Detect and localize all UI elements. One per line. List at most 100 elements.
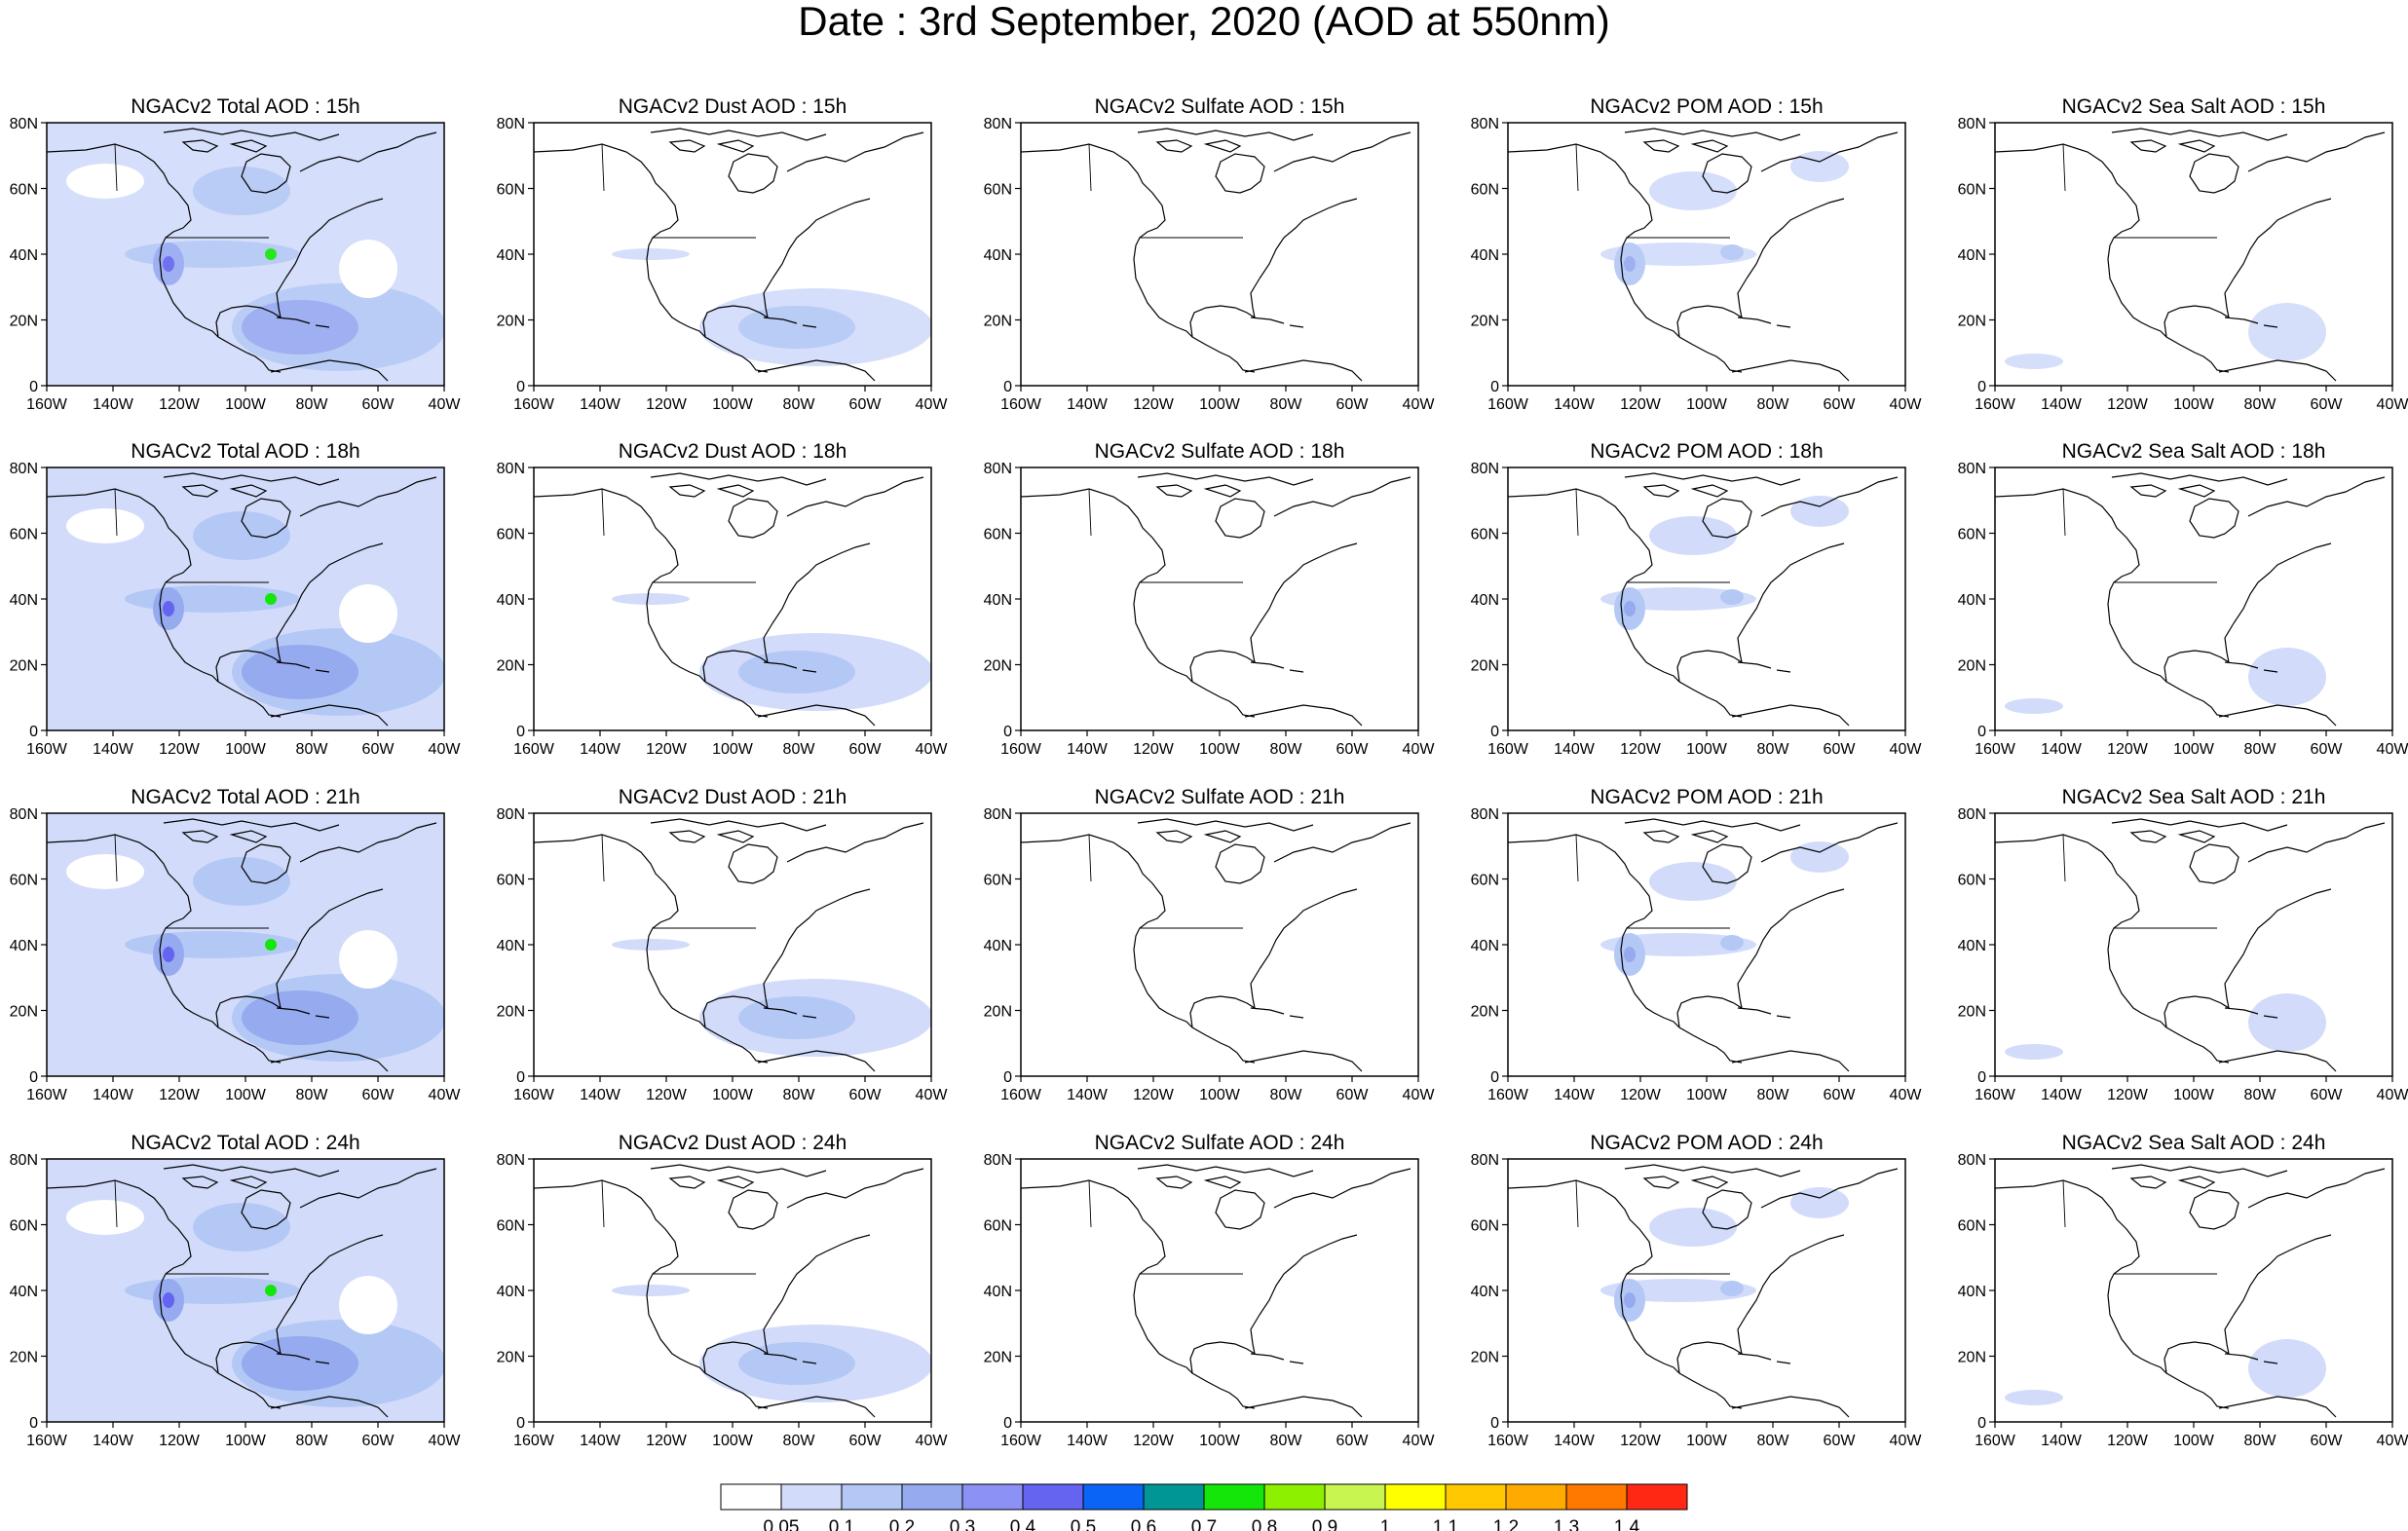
lon-tick-label: 140W: [93, 1087, 134, 1103]
lat-tick-label: 40N: [1471, 247, 1499, 264]
colorbar: 0.05 0.1 0.2 0.3 0.4 0.5 0.6 0.7 0.8 0.9 1 1.1 1.2 1.…: [720, 1483, 1688, 1531]
lat-tick-label: 0: [29, 1415, 38, 1432]
lon-tick-label: 40W: [916, 396, 949, 413]
lon-tick-label: 40W: [1890, 1433, 1923, 1449]
lon-tick-label: 120W: [1133, 396, 1175, 413]
lat-tick-label: 60N: [984, 1218, 1012, 1235]
lat-tick-label: 20N: [1471, 314, 1499, 330]
panel-title: NGACv2 Total AOD : 24h: [131, 1132, 359, 1154]
lon-tick-label: 40W: [1403, 741, 1436, 758]
panel-title: NGACv2 Sea Salt AOD : 15h: [2062, 95, 2326, 118]
lon-tick-label: 80W: [2244, 396, 2277, 413]
lon-tick-label: 140W: [1067, 1433, 1109, 1449]
lat-tick-label: 20N: [984, 314, 1012, 330]
lon-tick-label: 140W: [2041, 1433, 2083, 1449]
lon-tick-label: 40W: [429, 1087, 462, 1103]
lat-tick-label: 40N: [10, 938, 38, 954]
lat-tick-label: 80N: [10, 1152, 38, 1169]
lon-tick-label: 140W: [1554, 1433, 1596, 1449]
lon-tick-label: 120W: [159, 741, 201, 758]
map-panel-sulfate-18h: NGACv2 Sulfate AOD : 18h 80N 60N 40N 20N 0160…: [984, 440, 1436, 758]
aod-field-seasalt: [2005, 303, 2326, 369]
colorbar-swatch: [1203, 1483, 1265, 1511]
lat-tick-label: 40N: [10, 1284, 38, 1300]
panel-title: NGACv2 POM AOD : 21h: [1590, 786, 1823, 808]
lon-tick-label: 40W: [429, 396, 462, 413]
lon-tick-label: 140W: [2041, 741, 2083, 758]
lat-tick-label: 60N: [1958, 873, 1986, 889]
map-panel-seasalt-21h: NGACv2 Sea Salt AOD : 21h 80N 60N 40N 20N 016…: [1958, 786, 2408, 1103]
colorbar-label: 1.2: [1493, 1517, 1519, 1531]
colorbar-label: 0.8: [1252, 1517, 1277, 1531]
colorbar-swatch: [1565, 1483, 1628, 1511]
lon-tick-label: 60W: [2311, 1087, 2344, 1103]
aod-field-seasalt: [2005, 993, 2326, 1060]
colorbar-swatch: [1143, 1483, 1205, 1511]
lat-tick-label: 0: [29, 724, 38, 740]
colorbar-swatch: [1324, 1483, 1386, 1511]
lon-tick-label: 40W: [916, 1087, 949, 1103]
lon-tick-label: 160W: [1487, 396, 1529, 413]
lat-tick-label: 0: [516, 724, 525, 740]
lat-tick-label: 40N: [984, 592, 1012, 609]
lat-tick-label: 40N: [984, 1284, 1012, 1300]
panel-title: NGACv2 Sea Salt AOD : 24h: [2062, 1132, 2326, 1154]
lat-tick-label: 80N: [984, 461, 1012, 477]
lon-tick-label: 140W: [2041, 1087, 2083, 1103]
lon-tick-label: 60W: [1824, 1087, 1857, 1103]
lon-tick-label: 120W: [646, 1433, 688, 1449]
lon-tick-label: 80W: [1270, 741, 1303, 758]
lat-tick-label: 0: [1003, 379, 1012, 395]
map-panel-sulfate-24h: NGACv2 Sulfate AOD : 24h 80N 60N 40N 20N 0160…: [984, 1132, 1436, 1449]
colorbar-label: 1.4: [1614, 1517, 1640, 1531]
lon-tick-label: 80W: [296, 1433, 329, 1449]
colorbar-label: 0.7: [1191, 1517, 1217, 1531]
lat-tick-label: 60N: [1958, 1218, 1986, 1235]
aod-field-pom: [1600, 496, 1849, 630]
lat-tick-label: 20N: [10, 1350, 38, 1366]
aod-field-total: [47, 467, 444, 730]
panel-title: NGACv2 Sulfate AOD : 24h: [1095, 1132, 1345, 1154]
lat-tick-label: 20N: [497, 658, 525, 675]
lat-tick-label: 80N: [1958, 1152, 1986, 1169]
lon-tick-label: 80W: [1270, 1087, 1303, 1103]
lon-tick-label: 100W: [1686, 396, 1728, 413]
lon-tick-label: 60W: [1336, 1087, 1370, 1103]
lon-tick-label: 60W: [2311, 741, 2344, 758]
lat-tick-label: 60N: [1958, 527, 1986, 543]
lat-tick-label: 20N: [984, 1350, 1012, 1366]
lat-tick-label: 20N: [497, 1350, 525, 1366]
lon-tick-label: 80W: [296, 1087, 329, 1103]
lat-tick-label: 60N: [10, 527, 38, 543]
lon-tick-label: 160W: [1487, 1433, 1529, 1449]
colorbar-swatch: [780, 1483, 843, 1511]
lat-tick-label: 60N: [10, 873, 38, 889]
lat-tick-label: 60N: [1471, 873, 1499, 889]
lat-tick-label: 60N: [1471, 1218, 1499, 1235]
lon-tick-label: 60W: [849, 1433, 883, 1449]
lat-tick-label: 20N: [497, 314, 525, 330]
lon-tick-label: 80W: [1270, 396, 1303, 413]
lon-tick-label: 80W: [1757, 741, 1790, 758]
lon-tick-label: 140W: [580, 1087, 621, 1103]
lat-tick-label: 20N: [1958, 314, 1986, 330]
colorbar-swatch: [1384, 1483, 1447, 1511]
lon-tick-label: 140W: [1067, 741, 1109, 758]
lon-tick-label: 40W: [1890, 396, 1923, 413]
panel-title: NGACv2 Total AOD : 21h: [131, 786, 359, 808]
lat-tick-label: 0: [1003, 724, 1012, 740]
lat-tick-label: 20N: [497, 1004, 525, 1021]
colorbar-label: 0.6: [1131, 1517, 1156, 1531]
lon-tick-label: 40W: [1403, 1433, 1436, 1449]
colorbar-swatch: [1505, 1483, 1567, 1511]
lat-tick-label: 20N: [10, 1004, 38, 1021]
lat-tick-label: 40N: [497, 1284, 525, 1300]
lon-tick-label: 80W: [1757, 1087, 1790, 1103]
lon-tick-label: 80W: [2244, 1433, 2277, 1449]
lat-tick-label: 20N: [1958, 1350, 1986, 1366]
lat-tick-label: 40N: [497, 938, 525, 954]
